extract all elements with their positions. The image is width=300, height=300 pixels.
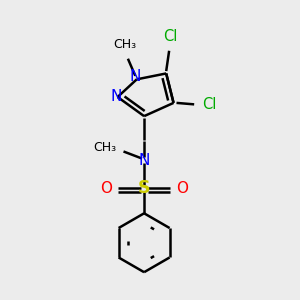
Text: O: O — [100, 181, 112, 196]
Text: CH₃: CH₃ — [93, 141, 116, 154]
Text: Cl: Cl — [202, 97, 217, 112]
Text: CH₃: CH₃ — [113, 38, 136, 51]
Text: N: N — [110, 89, 122, 104]
Text: N: N — [130, 70, 141, 85]
Text: Cl: Cl — [164, 29, 178, 44]
Text: O: O — [176, 181, 188, 196]
Text: S: S — [138, 179, 150, 197]
Text: N: N — [138, 153, 150, 168]
